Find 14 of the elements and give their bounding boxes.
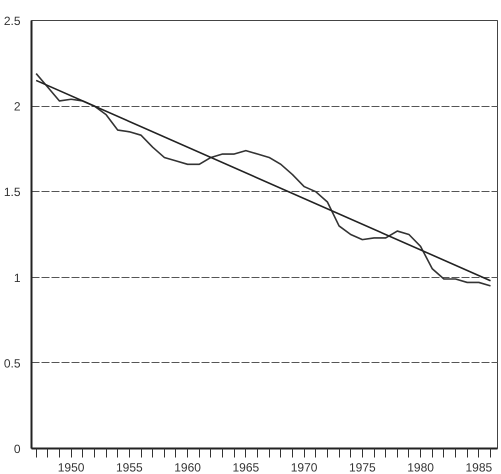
x-tick-label: 1960 (174, 460, 202, 474)
x-tick-label: 1955 (116, 460, 144, 474)
x-tick-label: 1975 (349, 460, 376, 474)
x-tick-label: 1980 (407, 460, 434, 474)
x-tick-label: 1985 (466, 460, 493, 474)
x-tick-label: 1970 (290, 460, 318, 474)
x-tick-label: 1950 (58, 460, 85, 474)
x-tick-label: 1965 (232, 460, 260, 474)
y-tick-label: 1.5 (4, 185, 21, 200)
y-tick-label: 0 (14, 442, 21, 456)
y-tick-label: 1 (14, 270, 21, 285)
y-tick-label: 0.5 (4, 356, 21, 370)
y-tick-label: 2.5 (4, 14, 21, 28)
y-tick-label: 2 (14, 100, 21, 114)
